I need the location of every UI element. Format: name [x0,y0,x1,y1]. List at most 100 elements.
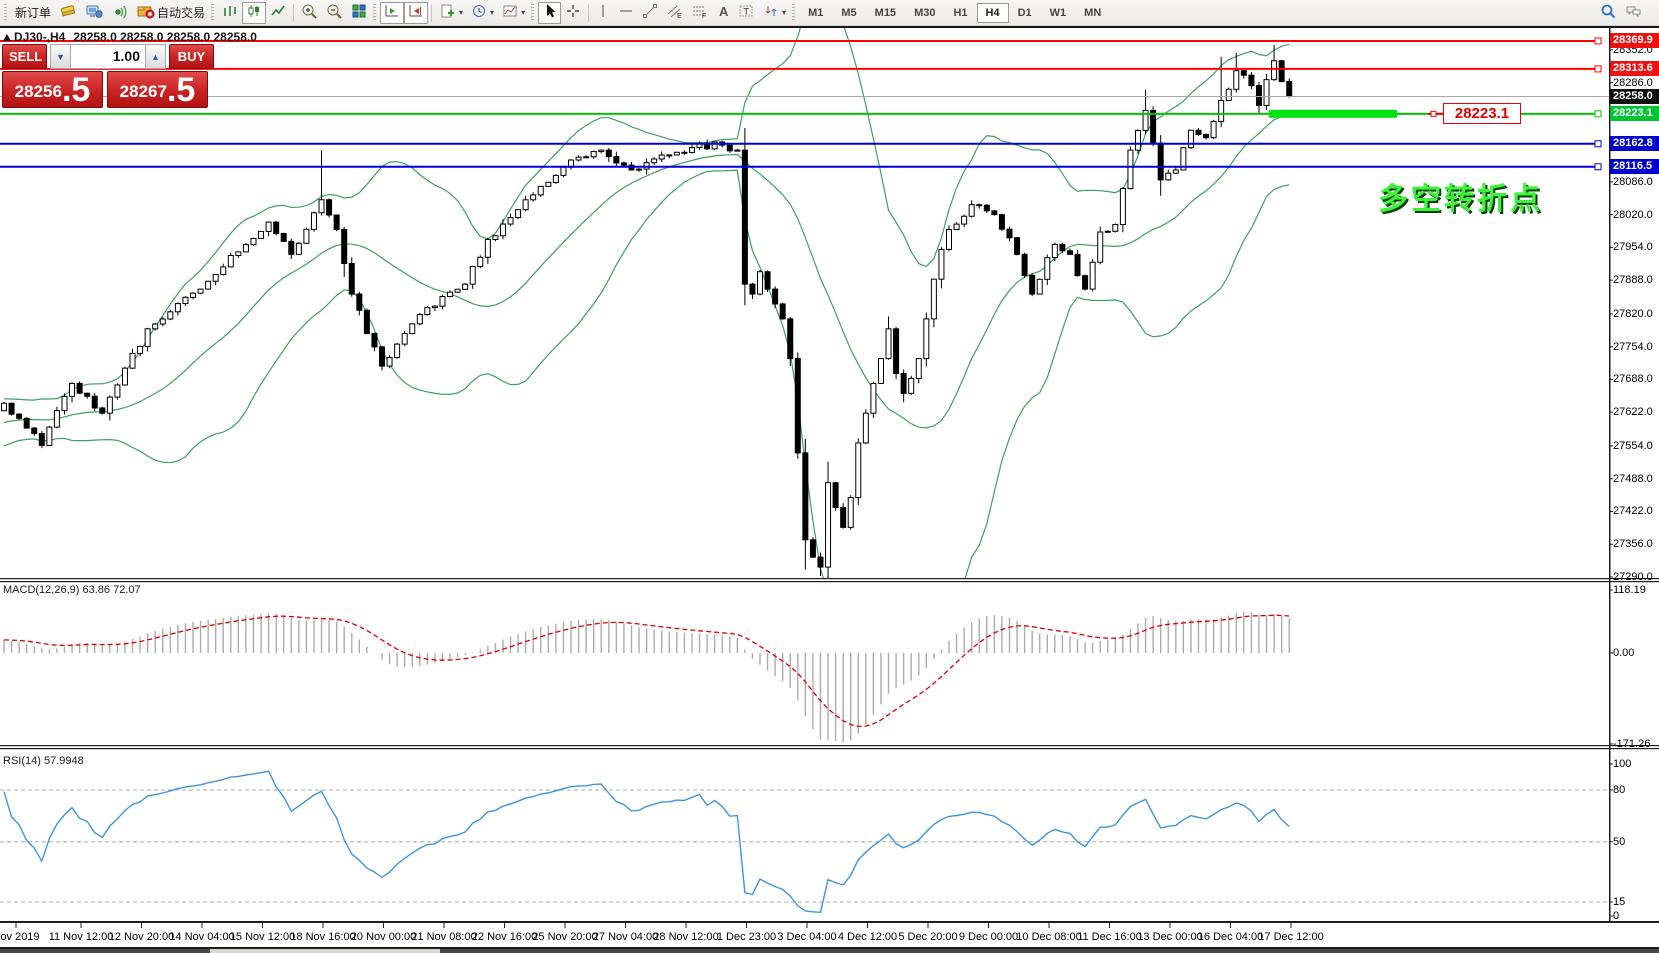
signals-button[interactable] [107,2,133,24]
toolbar-grip[interactable] [4,3,7,22]
time-tick-label: 1 Dec 23:00 [716,931,777,943]
zoom-in-button[interactable] [297,2,322,24]
candlestick-mode-button[interactable] [242,1,267,24]
trendline-button[interactable] [638,2,662,24]
text-button[interactable]: A [712,2,734,24]
chevron-down-icon: ▾ [782,8,787,17]
periods-button[interactable]: ▾ [467,2,498,24]
price-tick-label: 27554.0 [1613,439,1653,452]
price-level-label[interactable]: 28223.1 [1443,103,1521,124]
price-tick-label: 27356.0 [1613,538,1653,551]
indicators-button[interactable]: ▾ [435,2,467,24]
text-icon: A [716,3,730,22]
chart-shift-icon [408,3,424,22]
macd-signal-line [3,614,1290,728]
chat-button[interactable] [1621,2,1647,24]
timeframe-button-m30[interactable]: M30 [905,3,944,23]
macd-histogram [3,612,1290,743]
horizontal-line-icon [618,3,634,22]
timeframe-button-m1[interactable]: M1 [799,3,832,23]
price-tick-label: 28286.0 [1613,76,1653,89]
fibonacci-icon: F [691,3,708,22]
timeframe-button-h4[interactable]: H4 [976,2,1009,23]
macd-label: MACD(12,26,9) 63.86 72.07 [3,584,141,596]
horizontal-level-lines[interactable] [0,37,1609,171]
time-tick-label: 14 Nov 04:00 [169,931,235,943]
candlestick-icon [246,3,262,22]
templates-button[interactable]: ▾ [498,2,529,24]
chart-canvas[interactable] [0,28,1659,953]
rsi-tick-label: 0 [1613,910,1620,922]
toolbar-grip[interactable] [211,3,215,22]
price-tick-label: 27422.0 [1613,505,1653,518]
indicator-add-icon [439,3,456,22]
one-click-trading-panel: SELL ▼ 1.00 ▲ BUY 28256.5 28267.5 [2,44,214,108]
price-badge: 28258.0 [1610,89,1659,104]
cursor-button[interactable] [538,1,562,24]
auto-trading-button[interactable]: 自动交易 [133,2,209,24]
chart-annotation-text[interactable]: 多空转折点 [1378,182,1543,217]
auto-trading-icon [137,3,155,22]
volume-spinner: ▼ 1.00 ▲ [50,44,166,69]
volume-input[interactable]: 1.00 [71,44,145,69]
time-tick-label: 20 Nov 00:00 [350,931,417,943]
zoom-out-button[interactable] [322,2,347,24]
price-tick-label: 27290.0 [1613,571,1653,583]
sell-price-button[interactable]: 28256.5 [2,71,103,108]
time-tick-label: 22 Nov 16:00 [471,931,538,943]
toolbar-grip[interactable] [531,3,535,22]
chart-shift-button[interactable] [404,1,429,24]
chat-icon [1625,3,1643,22]
line-chart-icon [270,3,286,22]
price-tick-label: 27622.0 [1613,406,1653,419]
rsi-tick-label: 100 [1613,758,1632,770]
terminal-button[interactable] [81,2,107,24]
timeframe-button-w1[interactable]: W1 [1041,3,1076,23]
history-center-button[interactable] [55,2,81,24]
price-tick-label: 27488.0 [1613,472,1653,485]
chart-window: DJ30-,H4 28258.0 28258.0 28258.0 28258.0 … [0,26,1659,953]
toolbar-grip[interactable] [792,3,796,22]
timeframe-button-h1[interactable]: H1 [944,3,976,23]
chart-tab-bar [0,949,1659,953]
chart-tab[interactable] [210,949,440,953]
sell-button[interactable]: SELL [2,44,47,69]
chart-ohlc-values: 28258.0 28258.0 28258.0 28258.0 [73,30,257,44]
timeframe-group: M1 M5 M15 M30 H1 H4 D1 W1 MN [799,2,1110,23]
search-button[interactable] [1596,2,1621,24]
axis-ticks [1609,49,1613,917]
buy-price-button[interactable]: 28267.5 [107,71,208,108]
arrows-button[interactable]: ▾ [759,2,790,24]
template-icon [502,3,518,22]
time-tick-label: 13 Dec 00:00 [1137,931,1203,943]
time-tick-label: 12 Nov 20:00 [108,931,175,943]
timeframe-button-mn[interactable]: MN [1075,3,1110,23]
clock-icon [471,3,487,22]
bar-chart-mode-button[interactable] [218,2,242,24]
volume-decrease-button[interactable]: ▼ [50,44,71,69]
horizontal-line-button[interactable] [614,2,638,24]
buy-button[interactable]: BUY [169,44,214,69]
line-chart-mode-button[interactable] [266,2,290,24]
panel-separators [0,28,1659,949]
new-order-button[interactable]: 新订单 [11,2,55,24]
trendline-icon [642,3,658,22]
time-tick-label: 21 Nov 08:00 [411,931,477,943]
tile-windows-button[interactable] [347,2,371,24]
crosshair-button[interactable] [561,2,585,24]
timeframe-button-m15[interactable]: M15 [866,3,905,23]
equidistant-channel-button[interactable]: E [662,2,687,24]
volume-increase-button[interactable]: ▲ [145,44,166,69]
timeframe-button-m5[interactable]: M5 [832,3,865,23]
timeframe-button-d1[interactable]: D1 [1009,3,1041,23]
search-icon [1600,3,1617,23]
time-tick-label: 25 Nov 20:00 [532,931,598,943]
auto-scroll-button[interactable] [380,1,405,24]
svg-text:A: A [719,4,729,19]
fibonacci-button[interactable]: F [687,2,712,24]
text-label-button[interactable]: T [734,2,759,24]
toolbar-grip[interactable] [373,3,377,22]
vertical-line-button[interactable] [592,2,614,24]
rsi-name: RSI(14) [3,755,41,767]
